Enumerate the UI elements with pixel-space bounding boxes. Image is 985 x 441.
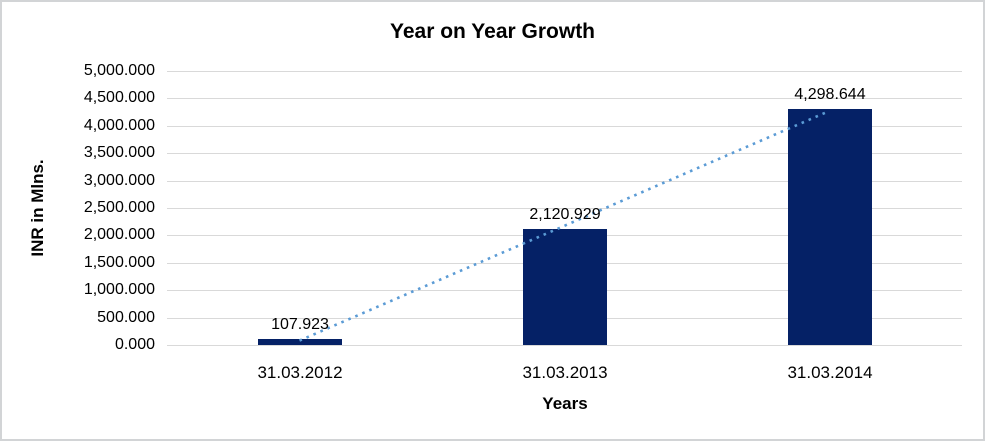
y-axis-tick-label: 3,500.000 <box>83 144 155 161</box>
y-axis-tick-label: 2,000.000 <box>83 226 155 243</box>
bar <box>788 109 872 345</box>
y-axis-tick-label: 4,000.000 <box>83 117 155 134</box>
y-axis-tick-label: 4,500.000 <box>83 89 155 106</box>
y-axis-tick-label: 2,500.000 <box>83 199 155 216</box>
bar-data-label: 2,120.929 <box>529 206 601 223</box>
x-axis-tick-label: 31.03.2012 <box>257 363 343 382</box>
y-axis-tick-label: 500.000 <box>97 309 155 326</box>
y-axis-tick-label: 1,000.000 <box>83 281 155 298</box>
y-axis-tick-label: 5,000.000 <box>83 62 155 79</box>
gridline <box>167 71 962 72</box>
bar-data-label: 107.923 <box>271 316 329 333</box>
y-axis-tick-label: 1,500.000 <box>83 254 155 271</box>
bar <box>523 229 607 345</box>
bar <box>258 339 342 345</box>
gridline <box>167 345 962 346</box>
gridline <box>167 98 962 99</box>
y-axis-tick-label: 3,000.000 <box>83 172 155 189</box>
x-axis-tick-label: 31.03.2013 <box>522 363 608 382</box>
x-axis-tick-label: 31.03.2014 <box>787 363 873 382</box>
x-axis-title: Years <box>542 394 588 413</box>
chart-title: Year on Year Growth <box>389 20 596 43</box>
bar-data-label: 4,298.644 <box>794 86 866 103</box>
y-axis-tick-label: 0.000 <box>114 336 155 353</box>
